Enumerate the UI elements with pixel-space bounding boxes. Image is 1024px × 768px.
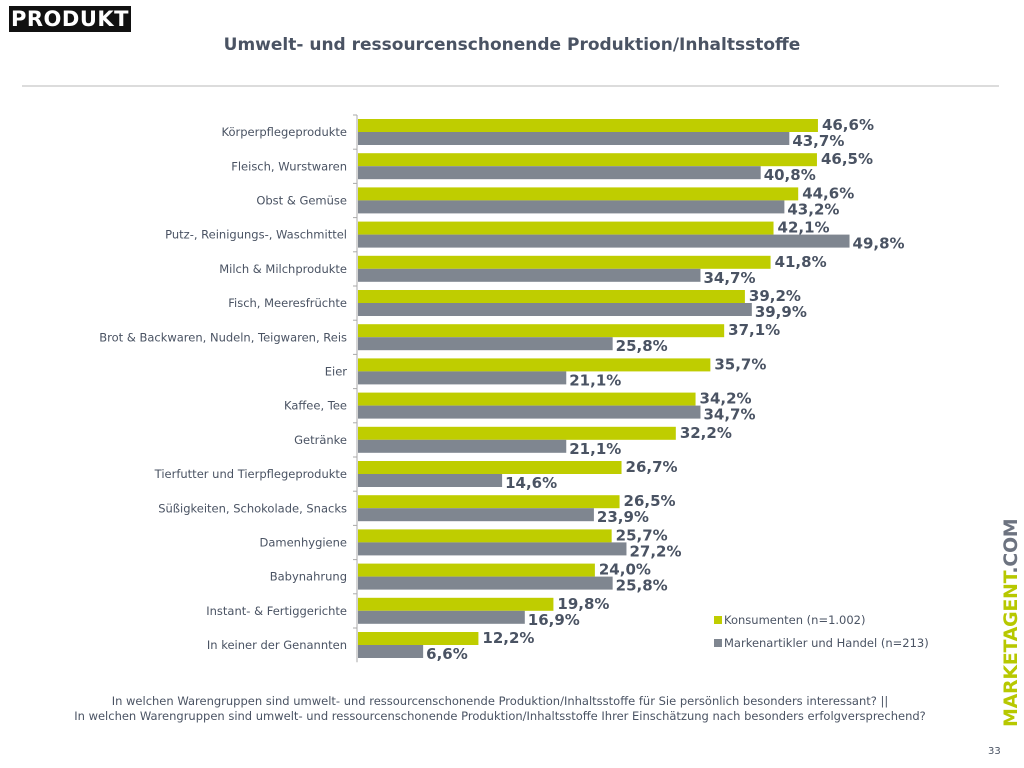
- survey-question: In welchen Warengruppen sind umwelt- und…: [0, 694, 1000, 724]
- data-label: 19,8%: [557, 595, 609, 613]
- title-divider: [22, 85, 999, 87]
- category-label: Milch & Milchprodukte: [219, 262, 347, 276]
- bar-markenartikler: [358, 234, 850, 248]
- data-label: 46,5%: [821, 150, 873, 168]
- bar-konsumenten: [358, 563, 595, 577]
- bar-konsumenten: [358, 290, 745, 303]
- legend-label: Konsumenten (n=1.002): [724, 613, 866, 627]
- bar-markenartikler: [358, 371, 567, 385]
- bar-markenartikler: [358, 576, 613, 590]
- data-label: 25,7%: [616, 526, 668, 544]
- question-line-2: In welchen Warengruppen sind umwelt- und…: [74, 709, 926, 723]
- data-label: 27,2%: [629, 542, 681, 560]
- data-label: 23,9%: [597, 508, 649, 526]
- bar-markenartikler: [358, 542, 627, 556]
- brand-main: MARKETAGENT: [1000, 573, 1022, 727]
- bar-konsumenten: [358, 324, 725, 338]
- data-label: 34,7%: [703, 269, 755, 287]
- bar-markenartikler: [358, 200, 785, 214]
- bar-markenartikler: [358, 645, 424, 658]
- category-label: Brot & Backwaren, Nudeln, Teigwaren, Rei…: [99, 330, 347, 344]
- bar-konsumenten: [358, 392, 696, 406]
- bar-markenartikler: [358, 610, 525, 624]
- bar-konsumenten: [358, 119, 818, 132]
- brand-suffix: .COM: [1000, 518, 1022, 574]
- data-label: 37,1%: [728, 321, 780, 339]
- data-label: 34,2%: [700, 390, 752, 408]
- data-label: 25,8%: [616, 337, 668, 355]
- produkt-logo: PRODUKT: [9, 6, 131, 32]
- category-label: Instant- & Fertiggerichte: [206, 604, 347, 618]
- data-label: 24,0%: [599, 561, 651, 579]
- bar-markenartikler: [358, 268, 701, 282]
- marketagent-logo: MARKETAGENT.COM: [1000, 519, 1022, 727]
- data-label: 42,1%: [778, 219, 830, 237]
- category-label: Getränke: [294, 433, 347, 447]
- page-title: Umwelt- und ressourcenschonende Produkti…: [223, 35, 801, 55]
- legend-swatch-green: [714, 616, 722, 624]
- question-line-1: In welchen Warengruppen sind umwelt- und…: [111, 694, 889, 708]
- data-label: 44,6%: [802, 184, 854, 202]
- data-label: 39,2%: [749, 287, 801, 305]
- bar-konsumenten: [358, 461, 622, 474]
- bar-markenartikler: [358, 303, 752, 316]
- category-label: Eier: [325, 365, 348, 379]
- data-label: 39,9%: [755, 303, 807, 321]
- data-label: 26,7%: [626, 458, 678, 476]
- bar-markenartikler: [358, 439, 567, 453]
- bar-konsumenten: [358, 358, 711, 372]
- bar-konsumenten: [358, 255, 771, 269]
- category-label: Tierfutter und Tierpflegeprodukte: [154, 467, 347, 481]
- bar-konsumenten: [358, 495, 620, 509]
- page-number: 33: [988, 746, 1001, 757]
- bar-konsumenten: [358, 597, 554, 611]
- data-label: 26,5%: [624, 492, 676, 510]
- legend-item-markenartikler: Markenartikler und Handel (n=213): [714, 636, 929, 650]
- legend-label: Markenartikler und Handel (n=213): [724, 636, 929, 650]
- category-label: Babynahrung: [270, 570, 347, 584]
- bar-markenartikler: [358, 474, 503, 487]
- data-label: 41,8%: [775, 253, 827, 271]
- bar-konsumenten: [358, 153, 817, 167]
- data-label: 16,9%: [528, 611, 580, 629]
- category-label: Körperpflegeprodukte: [222, 125, 347, 139]
- bar-konsumenten: [358, 632, 479, 645]
- data-label: 6,6%: [426, 645, 468, 663]
- bar-markenartikler: [358, 508, 594, 522]
- bar-markenartikler: [358, 405, 701, 419]
- bar-markenartikler: [358, 132, 790, 145]
- category-label: Fleisch, Wurstwaren: [231, 159, 347, 173]
- data-label: 43,2%: [787, 200, 839, 218]
- category-label: Damenhygiene: [260, 536, 348, 550]
- bar-markenartikler: [358, 166, 761, 180]
- data-label: 34,7%: [703, 406, 755, 424]
- legend-item-konsumenten: Konsumenten (n=1.002): [714, 613, 866, 627]
- category-label: Obst & Gemüse: [256, 194, 347, 208]
- data-label: 35,7%: [714, 355, 766, 373]
- bar-konsumenten: [358, 221, 774, 235]
- data-label: 49,8%: [853, 235, 905, 253]
- bar-konsumenten: [358, 187, 799, 201]
- bar-konsumenten: [358, 426, 676, 440]
- data-label: 21,1%: [569, 440, 621, 458]
- category-label: In keiner der Genannten: [207, 638, 347, 652]
- data-label: 25,8%: [616, 577, 668, 595]
- data-label: 32,2%: [680, 424, 732, 442]
- category-label: Kaffee, Tee: [284, 399, 347, 413]
- data-label: 40,8%: [764, 166, 816, 184]
- data-label: 46,6%: [822, 116, 874, 134]
- data-label: 14,6%: [505, 474, 557, 492]
- category-label: Süßigkeiten, Schokolade, Snacks: [158, 501, 347, 515]
- data-label: 21,1%: [569, 371, 621, 389]
- data-label: 43,7%: [792, 132, 844, 150]
- category-label: Fisch, Meeresfrüchte: [228, 296, 347, 310]
- category-label: Putz-, Reinigungs-, Waschmittel: [165, 228, 347, 242]
- data-label: 12,2%: [482, 629, 534, 647]
- legend-swatch-gray: [714, 639, 722, 647]
- bar-konsumenten: [358, 529, 612, 543]
- bar-markenartikler: [358, 337, 613, 351]
